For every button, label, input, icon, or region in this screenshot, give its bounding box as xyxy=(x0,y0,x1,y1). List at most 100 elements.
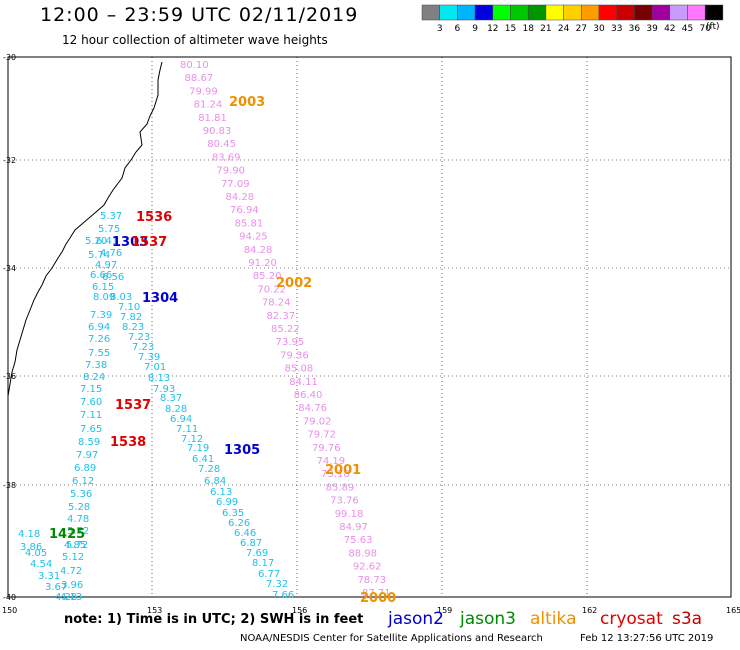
swh-value: 5.75 xyxy=(98,224,120,235)
swh-value: 77.09 xyxy=(221,179,250,190)
legend-swatch xyxy=(510,4,529,21)
lon-label: 159 xyxy=(437,606,452,615)
swh-value: 7.10 xyxy=(118,302,140,313)
swh-value: 92.62 xyxy=(353,562,382,573)
swh-value: 7.19 xyxy=(187,443,209,454)
swh-value: 4.72 xyxy=(60,566,82,577)
legend-swatch xyxy=(421,4,440,21)
pass-time-label: 2001 xyxy=(325,463,361,478)
swh-value: 79.99 xyxy=(189,86,218,97)
swh-value: 80.45 xyxy=(207,139,236,150)
legend-swatch xyxy=(651,4,671,21)
swh-value: 7.23 xyxy=(132,342,154,353)
legend-jason3: jason3 xyxy=(460,609,516,629)
swh-value: 6.41 xyxy=(192,454,214,465)
swh-value: 8.59 xyxy=(78,437,100,448)
swh-value: 99.18 xyxy=(335,509,364,520)
legend-jason2: jason2 xyxy=(388,609,444,629)
legend-swatch xyxy=(439,4,458,21)
legend-swatch xyxy=(598,4,617,21)
lat-label: -30 xyxy=(3,53,16,62)
legend-label: 39 xyxy=(646,24,658,34)
swh-value: 5.37 xyxy=(100,211,122,222)
swh-value: 3.96 xyxy=(61,580,83,591)
swh-value: 8.17 xyxy=(252,558,274,569)
swh-value: 4.76 xyxy=(100,248,122,259)
footer-note: note: 1) Time is in UTC; 2) SWH is in fe… xyxy=(64,612,364,627)
legend-label: 6 xyxy=(455,24,461,34)
legend-label: 42 xyxy=(664,24,675,34)
legend-label: 3 xyxy=(437,24,443,34)
swh-value: 91.20 xyxy=(248,258,277,269)
swh-value: 80.10 xyxy=(180,60,209,71)
swh-value: 7.11 xyxy=(80,410,102,421)
lon-label: 156 xyxy=(292,606,307,615)
swh-value: 8.24 xyxy=(83,372,105,383)
swh-value: 7.60 xyxy=(80,397,102,408)
swh-value: 73.76 xyxy=(330,496,359,507)
legend-label: 27 xyxy=(576,24,587,34)
swh-value: 84.97 xyxy=(339,522,368,533)
swh-value: 7.82 xyxy=(120,312,142,323)
swh-value: 8.03 xyxy=(110,292,132,303)
swh-value: 6.94 xyxy=(88,322,110,333)
swh-tracks: 5.375.755.206.414.765.744.976.666.566.15… xyxy=(18,211,294,603)
map-subtitle: 12 hour collection of altimeter wave hei… xyxy=(62,33,328,47)
swh-value: 85.20 xyxy=(253,271,282,282)
footer-timestamp: Feb 12 13:27:56 UTC 2019 xyxy=(580,633,714,644)
swh-value: 88.98 xyxy=(348,548,377,559)
swh-value: 5.72 xyxy=(67,526,89,537)
pass-time-label: 1305 xyxy=(224,443,260,458)
swh-value: 7.93 xyxy=(153,384,175,395)
legend-cryosat: cryosat xyxy=(600,609,663,629)
swh-value: 7.15 xyxy=(80,384,102,395)
swh-value: 3.31 xyxy=(38,571,60,582)
swh-value: 4.18 xyxy=(18,529,40,540)
legend-label: 9 xyxy=(472,24,478,34)
swh-value: 85.08 xyxy=(285,364,314,375)
map-title: 12:00 – 23:59 UTC 02/11/2019 xyxy=(40,4,359,26)
swh-value: 7.26 xyxy=(88,334,110,345)
swh-value: 75.63 xyxy=(344,535,373,546)
swh-value: 7.12 xyxy=(181,434,203,445)
swh-value: 78.73 xyxy=(357,575,386,586)
swh-value: 4.54 xyxy=(30,559,52,570)
swh-value: 7.01 xyxy=(144,362,166,373)
lon-label: 162 xyxy=(582,606,597,615)
pass-time-label: 2000 xyxy=(360,591,396,606)
swh-value: 4.78 xyxy=(67,514,89,525)
swh-value: 6.84 xyxy=(204,476,226,487)
legend-label: 18 xyxy=(522,24,534,34)
swh-value: 7.28 xyxy=(198,464,220,475)
swh-value: 7.97 xyxy=(76,450,98,461)
legend-label: 12 xyxy=(487,24,498,34)
swh-value: 79.90 xyxy=(216,166,245,177)
legend-label: 70 xyxy=(699,24,711,34)
swh-value: 74.19 xyxy=(317,456,346,467)
swh-value: 84.28 xyxy=(244,245,273,256)
swh-value: 4.97 xyxy=(95,260,117,271)
swh-value: 5.20 xyxy=(85,236,107,247)
swh-value: 4.85 xyxy=(64,540,86,551)
swh-value: 7.39 xyxy=(138,352,160,363)
swh-value: 70.22 xyxy=(257,284,286,295)
swh-value: 73.18 xyxy=(321,469,350,480)
lon-label: 153 xyxy=(147,606,162,615)
swh-value: 3.86 xyxy=(20,542,42,553)
swh-value: 5.74 xyxy=(88,250,110,261)
lon-label: 165 xyxy=(726,606,740,615)
legend-label: 21 xyxy=(540,24,551,34)
lat-label: -36 xyxy=(3,372,16,381)
swh-value: 7.11 xyxy=(176,424,198,435)
swh-value: 6.26 xyxy=(228,518,250,529)
swh-value: 85.89 xyxy=(326,482,355,493)
swh-value: 6.56 xyxy=(102,272,124,283)
swh-value: 5.12 xyxy=(62,552,84,563)
legend-label: 15 xyxy=(505,24,516,34)
altika-track: 80.10 88.67 79.99 81.24 81.81 90.83 80.45 83.69… xyxy=(180,60,391,599)
coastline xyxy=(7,61,163,410)
swh-value: 6.13 xyxy=(210,487,232,498)
legend-label: 24 xyxy=(558,24,570,34)
lat-label: -32 xyxy=(3,156,16,165)
